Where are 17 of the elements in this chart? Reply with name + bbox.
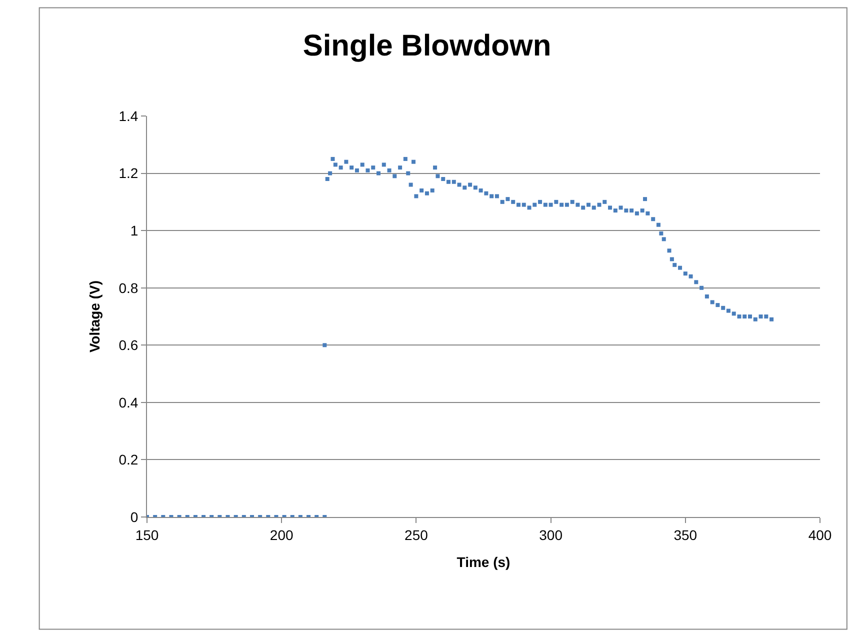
- y-tick-label: 0.4: [118, 394, 138, 410]
- x-tick-label: 250: [404, 526, 428, 543]
- x-tick-label: 200: [270, 526, 294, 543]
- x-tick-label: 350: [674, 526, 698, 543]
- x-tick-label: 300: [539, 526, 563, 543]
- x-tick-label: 400: [808, 526, 832, 543]
- x-tick-label: 150: [135, 526, 159, 543]
- y-tick-label: 0.8: [118, 280, 138, 296]
- y-axis-title: Voltage (V): [86, 280, 102, 353]
- y-tick-label: 1: [130, 222, 138, 238]
- y-tick-label: 0.2: [118, 452, 138, 468]
- y-tick-label: 1.4: [118, 108, 138, 124]
- chart-title: Single Blowdown: [302, 30, 552, 63]
- x-axis-title: Time (s): [456, 554, 510, 570]
- y-tick-label: 0.6: [118, 337, 138, 354]
- y-tick-label: 1.2: [118, 165, 138, 182]
- y-tick-label: 0: [130, 508, 138, 525]
